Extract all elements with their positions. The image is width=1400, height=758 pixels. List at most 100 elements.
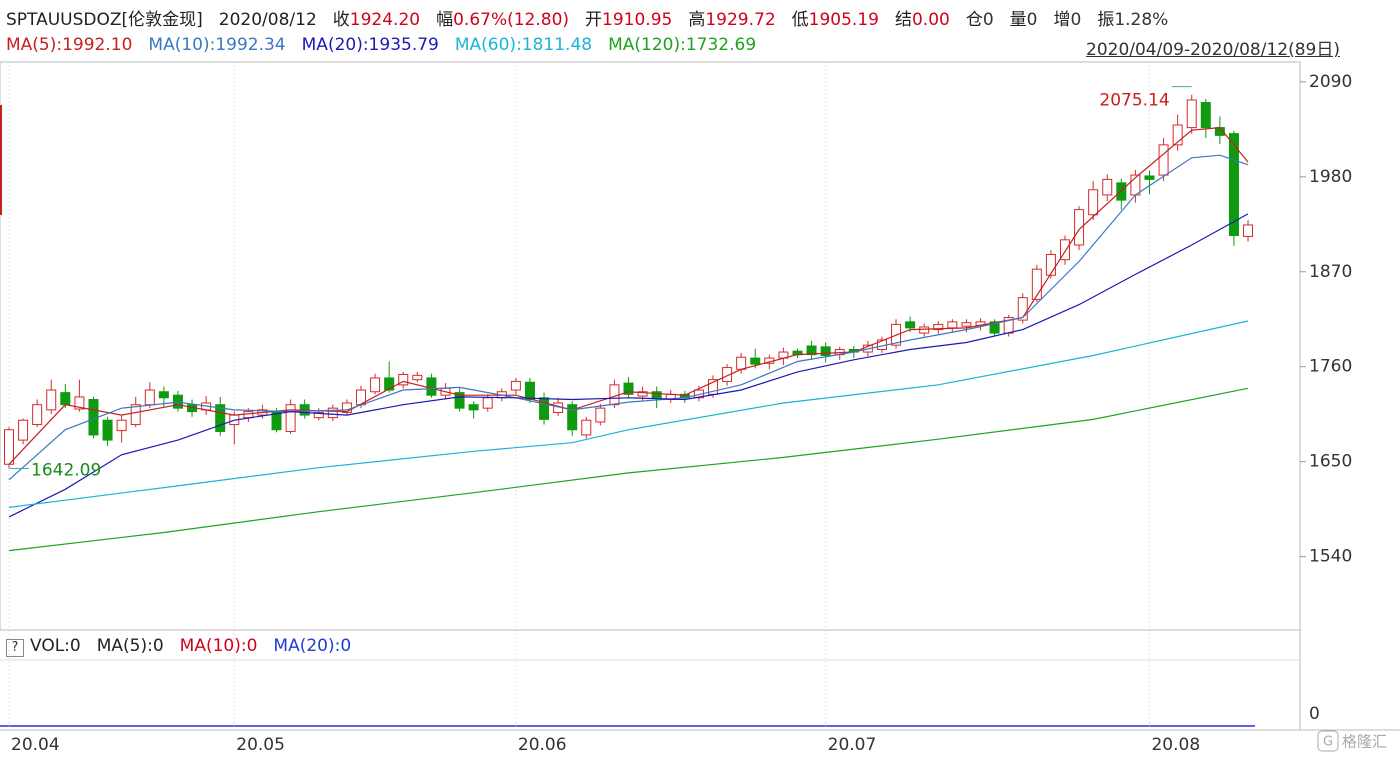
candle-body <box>454 392 465 409</box>
y-tick-label: 1540 <box>1309 547 1352 567</box>
x-tick-label: 20.04 <box>11 735 60 755</box>
candle-body <box>74 396 85 410</box>
date-range[interactable]: 2020/04/09-2020/08/12(89日) <box>1086 40 1340 60</box>
candle-body <box>1045 253 1056 276</box>
quote-value: 0 <box>1026 10 1038 30</box>
vol-legend-entry: MA(10):0 <box>179 636 258 656</box>
candle-body <box>1228 133 1239 237</box>
candle-body <box>1088 189 1099 216</box>
ma-line <box>8 213 1249 518</box>
candle-body <box>4 429 14 465</box>
legend-entry: MA(20):1935.79 <box>301 35 439 55</box>
candle-body <box>1243 224 1254 237</box>
y-tick-label: 1870 <box>1309 262 1352 282</box>
candle-body <box>482 397 493 409</box>
quote-value: 1924.20 <box>349 10 421 30</box>
watermark-icon <box>1317 730 1339 752</box>
legend-entry: MA(60):1811.48 <box>454 35 593 55</box>
candle-body <box>637 391 648 397</box>
candle-body <box>370 377 381 393</box>
candle-body <box>1144 175 1155 180</box>
candle-body <box>144 389 155 406</box>
quote-label: 幅 <box>436 10 454 30</box>
candle-body <box>1172 124 1183 146</box>
candle-body <box>313 411 324 419</box>
quote-label: 振 <box>1097 10 1115 30</box>
candle-body <box>905 321 916 329</box>
candle-body <box>398 373 409 386</box>
ma-legend: MA(5):1992.10 MA(10):1992.34 MA(20):1935.7… <box>6 35 772 55</box>
watermark: G 格隆汇 <box>1317 730 1387 752</box>
candle-body <box>426 377 437 396</box>
candle-body <box>750 357 761 365</box>
legend-entry: MA(5):1992.10 <box>6 35 133 55</box>
candle-body <box>158 391 169 399</box>
volume-legend: ? VOL:0 MA(5):0 MA(10):0 MA(20):0 <box>6 636 367 657</box>
quote-label: 低 <box>791 10 809 30</box>
quote-value: 1905.19 <box>808 10 879 30</box>
candle-body <box>215 404 226 432</box>
vol-legend-entry: MA(20):0 <box>273 636 352 656</box>
candle-body <box>947 321 958 329</box>
ma-line <box>8 320 1249 508</box>
candle-body <box>567 404 578 431</box>
y-tick-label: 1760 <box>1309 357 1352 377</box>
ma-line <box>8 126 1249 465</box>
candle-body <box>722 367 733 382</box>
quote-value: 0.00 <box>911 10 950 30</box>
quote-label: 高 <box>688 10 706 30</box>
candle-body <box>1017 297 1028 321</box>
quote-value: 1910.95 <box>602 10 673 30</box>
candle-body <box>933 323 944 331</box>
candle-body <box>919 326 930 334</box>
vol-legend-entry: VOL:0 <box>30 636 81 656</box>
candle-body <box>412 374 423 381</box>
help-button[interactable]: ? <box>6 639 24 657</box>
candle-body <box>524 381 535 401</box>
candle-body <box>1031 268 1042 300</box>
candle-body <box>1074 209 1085 246</box>
quote-value: 0 <box>982 10 994 30</box>
candle-body <box>1186 99 1197 129</box>
candle-body <box>1158 144 1169 176</box>
candle-body <box>1200 102 1211 129</box>
candle-body <box>1060 239 1070 261</box>
ma-line <box>8 154 1249 481</box>
symbol: SPTAUUSDOZ[伦敦金现] <box>6 10 203 30</box>
candle-body <box>130 404 141 426</box>
vol-legend-entry: MA(5):0 <box>96 636 164 656</box>
quote-header: SPTAUUSDOZ[伦敦金现] 2020/08/12 收1924.20 幅0.67%… <box>6 5 1184 30</box>
candle-body <box>989 321 1000 334</box>
watermark-icon-letter: G <box>1323 735 1333 750</box>
candle-body <box>1116 182 1127 201</box>
legend-entry: MA(10):1992.34 <box>148 35 286 55</box>
quote-label: 收 <box>332 10 350 30</box>
quote-label: 量 <box>1009 10 1027 30</box>
ma-line <box>8 387 1249 552</box>
candle-body <box>32 404 43 426</box>
candle-body <box>285 404 296 432</box>
y-tick-label: 1980 <box>1309 167 1352 187</box>
y-tick-label: 1650 <box>1309 452 1352 472</box>
quote-label: 开 <box>585 10 603 30</box>
candle-body <box>18 419 29 441</box>
candle-body <box>46 389 57 411</box>
x-tick-label: 20.08 <box>1151 735 1200 755</box>
candle-body <box>651 391 662 399</box>
vol-y-tick-label: 0 <box>1309 704 1320 724</box>
quote-label: 结 <box>894 10 912 30</box>
quote-value: 1.28% <box>1114 10 1169 30</box>
candle-body <box>1102 178 1113 196</box>
candle-body <box>468 404 479 411</box>
candle-body <box>327 407 338 419</box>
candle-body <box>623 382 634 395</box>
candle-body <box>595 407 606 423</box>
quote-value: 1929.72 <box>705 10 776 30</box>
max-annotation: 2075.14 <box>1099 91 1169 111</box>
candle-body <box>102 419 113 441</box>
main-panel-border <box>0 61 1301 631</box>
x-tick-label: 20.07 <box>828 735 877 755</box>
quote-value: 0 <box>1070 10 1082 30</box>
